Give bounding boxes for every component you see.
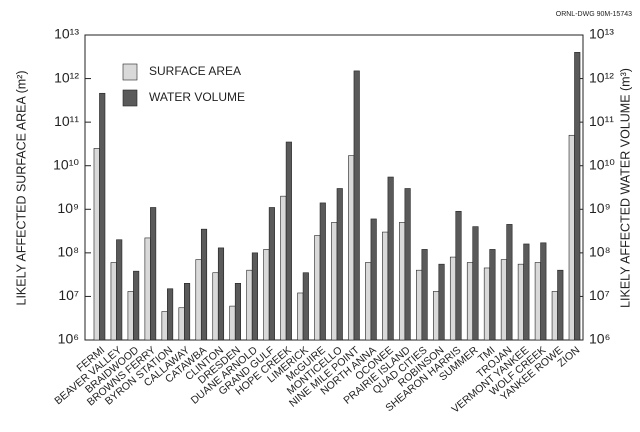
bar: [319, 202, 326, 341]
legend-label: SURFACE AREA: [149, 64, 241, 78]
bar: [353, 70, 360, 341]
bar: [331, 222, 338, 341]
y2-tick-label: 10⁷: [589, 287, 610, 303]
drawing-id: ORNL-DWG 90M-15743: [556, 11, 632, 18]
y2-axis-label: LIKELY AFFECTED WATER VOLUME (m³): [618, 68, 632, 308]
bar: [449, 256, 457, 341]
legend-swatch: [122, 63, 138, 81]
y-axis-label: LIKELY AFFECTED SURFACE AREA (m²): [14, 70, 28, 305]
bar: [200, 228, 208, 341]
bar: [234, 283, 242, 341]
bar: [455, 210, 462, 341]
bar: [314, 235, 321, 341]
bar: [251, 252, 258, 341]
y2-tick-label: 10¹¹: [589, 113, 614, 129]
bar: [93, 148, 100, 341]
bar: [297, 292, 304, 341]
bar: [161, 311, 168, 341]
bar: [574, 52, 581, 341]
y-tick-label: 10¹¹: [54, 113, 79, 129]
bar: [195, 259, 202, 341]
y-tick-label: 10⁷: [58, 287, 79, 303]
bar: [184, 283, 191, 341]
y2-tick-label: 10¹³: [589, 26, 614, 42]
bar: [348, 155, 355, 341]
y2-tick-label: 10⁶: [589, 331, 610, 347]
y-tick-label: 10⁹: [57, 200, 79, 216]
bar: [336, 188, 343, 341]
y-tick-label: 10¹⁰: [53, 156, 79, 172]
bar: [110, 262, 117, 341]
y-tick-label: 10⁶: [58, 331, 79, 347]
y2-tick-label: 10¹⁰: [589, 156, 615, 172]
bar: [500, 259, 507, 341]
bar: [217, 247, 225, 341]
bar: [99, 92, 106, 341]
y-tick-label: 10¹³: [54, 26, 79, 42]
bar: [517, 263, 524, 341]
bar: [178, 307, 185, 341]
bar: [302, 272, 309, 341]
bar: [404, 188, 411, 341]
bar: [280, 195, 287, 341]
bar: [229, 305, 236, 341]
bar: [506, 224, 513, 341]
y2-tick-label: 10¹²: [589, 69, 614, 85]
bar: [483, 267, 490, 341]
y-tick-label: 10¹²: [54, 69, 79, 85]
bar: [416, 269, 423, 341]
bar: [551, 291, 558, 341]
bar: [466, 262, 474, 341]
bar: [489, 249, 496, 341]
bar: [144, 237, 151, 341]
bar: [399, 222, 406, 341]
bar: [438, 263, 445, 341]
bar: [540, 242, 547, 341]
bar: [382, 231, 389, 341]
bar: [285, 141, 292, 341]
bar: [557, 269, 564, 341]
bar: [167, 288, 174, 341]
bar: [365, 262, 372, 341]
legend-swatch: [122, 89, 138, 107]
bar: [263, 249, 270, 341]
bar: [127, 291, 134, 341]
bar: [432, 291, 440, 341]
bar: [268, 207, 275, 341]
legend-label: WATER VOLUME: [149, 90, 245, 104]
bar: [133, 270, 140, 341]
bar: [387, 176, 394, 341]
bar: [212, 272, 219, 341]
bar: [246, 269, 253, 341]
bar: [568, 134, 575, 341]
bar: [421, 249, 428, 341]
y2-tick-label: 10⁸: [589, 244, 611, 260]
bar: [116, 239, 123, 341]
bar: [523, 243, 530, 341]
bar: [534, 262, 541, 341]
y-tick-label: 10⁸: [58, 244, 80, 260]
bar: [472, 226, 479, 341]
y2-tick-label: 10⁹: [589, 200, 611, 216]
bar: [150, 207, 157, 341]
bar: [370, 218, 377, 341]
